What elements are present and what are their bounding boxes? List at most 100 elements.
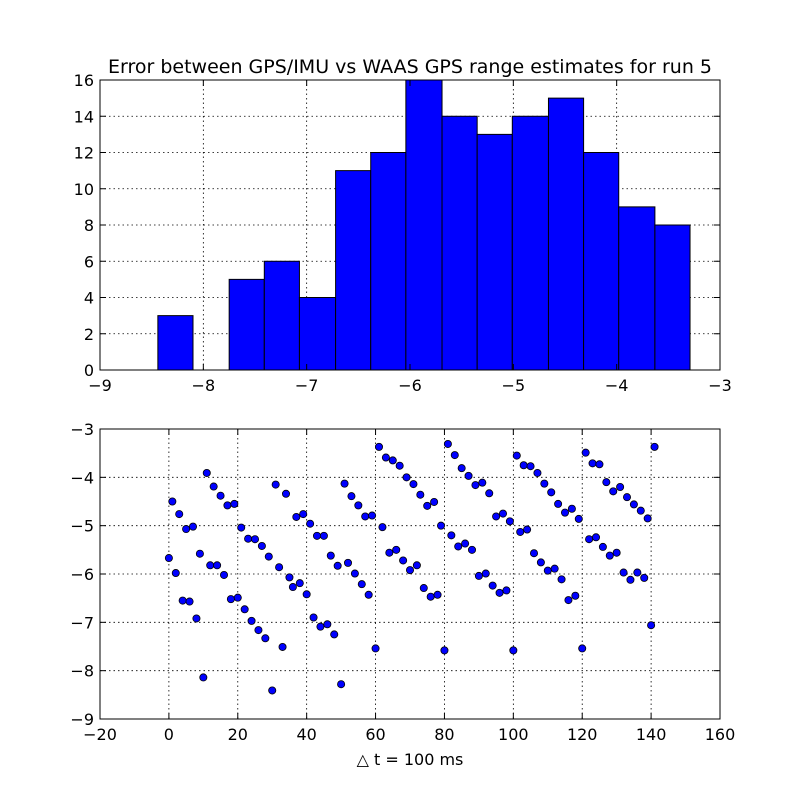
scatter-point: [485, 489, 494, 498]
histogram-bar: [405, 79, 443, 371]
scatter-point: [388, 456, 397, 465]
scatter-point: [192, 614, 201, 623]
scatter-point: [164, 554, 173, 563]
histogram-y-tick-label: 10: [74, 180, 94, 199]
scatter-points: [164, 439, 659, 695]
scatter-point: [240, 605, 249, 614]
scatter-point: [419, 584, 428, 593]
histogram-x-tick-label: −5: [502, 376, 526, 395]
scatter-point: [461, 539, 470, 548]
scatter-point: [640, 573, 649, 582]
scatter-point: [495, 588, 504, 597]
histogram-panel: Error between GPS/IMU vs WAAS GPS range …: [74, 56, 732, 395]
scatter-point: [416, 490, 425, 499]
histogram-x-tick-label: −9: [88, 376, 112, 395]
histogram-bar: [370, 152, 407, 371]
scatter-point: [306, 519, 315, 528]
scatter-point: [436, 521, 445, 530]
scatter-point: [302, 590, 311, 599]
scatter-point: [171, 569, 180, 578]
scatter-point: [426, 592, 435, 601]
histogram-x-tick-label: −4: [605, 376, 629, 395]
scatter-point: [247, 616, 256, 625]
scatter-point: [598, 542, 607, 551]
scatter-point: [457, 464, 466, 473]
scatter-point: [626, 575, 635, 584]
scatter-point: [643, 514, 652, 523]
histogram-bar: [441, 115, 478, 371]
scatter-y-tick-label: −9: [70, 710, 94, 729]
scatter-point: [219, 570, 228, 579]
histogram-x-tick-label: −8: [192, 376, 216, 395]
scatter-point: [602, 478, 611, 487]
scatter-point: [292, 512, 301, 521]
scatter-point: [285, 573, 294, 582]
histogram-title: Error between GPS/IMU vs WAAS GPS range …: [108, 56, 712, 78]
scatter-point: [412, 561, 421, 570]
scatter-x-tick-label: 120: [567, 725, 598, 744]
scatter-point: [257, 541, 266, 550]
scatter-point: [650, 442, 659, 451]
scatter-point: [354, 501, 363, 510]
histogram-bar: [547, 97, 585, 371]
scatter-point: [478, 478, 487, 487]
scatter-point: [385, 548, 394, 557]
histogram-bar: [263, 260, 300, 371]
histogram-bar: [298, 297, 337, 371]
scatter-point: [195, 549, 204, 558]
scatter-point: [609, 487, 618, 496]
scatter-point: [550, 564, 559, 573]
histogram-bar: [335, 170, 372, 371]
scatter-point: [230, 499, 239, 508]
histogram-bar: [654, 224, 691, 371]
scatter-point: [492, 512, 501, 521]
scatter-point: [361, 512, 370, 521]
scatter-point: [364, 590, 373, 599]
scatter-point: [612, 548, 621, 557]
scatter-point: [178, 596, 187, 605]
scatter-point: [447, 531, 456, 540]
scatter-point: [209, 482, 218, 491]
scatter-point: [647, 621, 656, 630]
scatter-point: [574, 514, 583, 523]
scatter-point: [323, 620, 332, 629]
scatter-point: [350, 569, 359, 578]
scatter-point: [237, 523, 246, 532]
scatter-x-tick-label: 40: [296, 725, 316, 744]
histogram-x-tick-label: −6: [398, 376, 422, 395]
scatter-point: [409, 480, 418, 489]
histogram-bars: [157, 79, 691, 371]
scatter-point: [567, 504, 576, 513]
scatter-point: [564, 596, 573, 605]
scatter-point: [554, 499, 563, 508]
scatter-point: [530, 549, 539, 558]
scatter-point: [578, 644, 587, 653]
histogram-bar: [228, 278, 265, 371]
scatter-point: [592, 533, 601, 542]
scatter-point: [464, 471, 473, 480]
histogram-y-tick-label: 6: [84, 252, 94, 271]
scatter-point: [502, 586, 511, 595]
scatter-point: [633, 568, 642, 577]
scatter-point: [402, 473, 411, 482]
scatter-point: [561, 508, 570, 517]
scatter-point: [512, 451, 521, 460]
scatter-point: [185, 597, 194, 606]
scatter-point: [381, 453, 390, 462]
scatter-point: [264, 552, 273, 561]
scatter-point: [295, 579, 304, 588]
scatter-x-tick-label: 60: [365, 725, 385, 744]
scatter-y-tick-label: −5: [70, 517, 94, 536]
scatter-x-tick-label: 80: [434, 725, 454, 744]
scatter-x-tick-label: 20: [228, 725, 248, 744]
histogram-y-tick-label: 2: [84, 325, 94, 344]
scatter-point: [168, 497, 177, 506]
scatter-point: [182, 525, 191, 534]
histogram-bar: [511, 115, 549, 371]
scatter-point: [430, 497, 439, 506]
scatter-point: [337, 680, 346, 689]
scatter-x-tick-label: 0: [164, 725, 174, 744]
scatter-point: [440, 646, 449, 655]
scatter-point: [206, 561, 215, 570]
